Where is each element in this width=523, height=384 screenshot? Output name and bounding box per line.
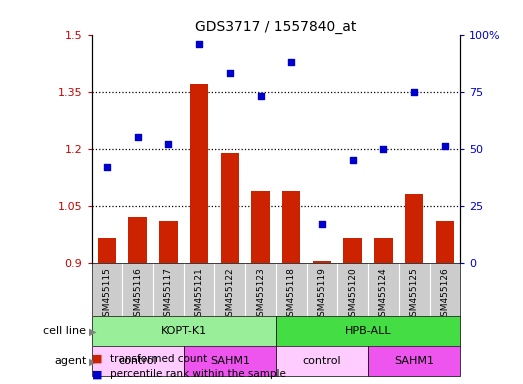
- Bar: [405, 194, 424, 263]
- Bar: [368, 346, 460, 376]
- Bar: [344, 238, 362, 263]
- Bar: [92, 346, 184, 376]
- Bar: [221, 152, 239, 263]
- Text: ▶: ▶: [89, 356, 96, 366]
- Point: [348, 157, 357, 163]
- Text: control: control: [303, 356, 342, 366]
- Text: GSM455117: GSM455117: [164, 267, 173, 322]
- Bar: [374, 238, 393, 263]
- Text: KOPT-K1: KOPT-K1: [161, 326, 207, 336]
- Text: transformed count: transformed count: [110, 354, 207, 364]
- Text: SAHM1: SAHM1: [210, 356, 250, 366]
- Bar: [190, 84, 208, 263]
- Bar: [436, 221, 454, 263]
- Text: GSM455116: GSM455116: [133, 267, 142, 322]
- Text: GSM455124: GSM455124: [379, 267, 388, 322]
- Bar: [129, 217, 147, 263]
- Text: control: control: [118, 356, 157, 366]
- Text: GSM455125: GSM455125: [410, 267, 418, 322]
- Text: ■: ■: [92, 369, 102, 379]
- Text: percentile rank within the sample: percentile rank within the sample: [110, 369, 286, 379]
- Point: [318, 221, 326, 227]
- Bar: [282, 190, 301, 263]
- Bar: [252, 190, 270, 263]
- Point: [287, 59, 295, 65]
- Bar: [92, 316, 276, 346]
- Text: GSM455118: GSM455118: [287, 267, 295, 322]
- Point: [441, 143, 449, 149]
- Text: GSM455123: GSM455123: [256, 267, 265, 322]
- Title: GDS3717 / 1557840_at: GDS3717 / 1557840_at: [195, 20, 357, 33]
- Bar: [159, 221, 177, 263]
- Text: SAHM1: SAHM1: [394, 356, 434, 366]
- Bar: [184, 346, 276, 376]
- Text: ■: ■: [92, 354, 102, 364]
- Point: [379, 146, 388, 152]
- Point: [410, 89, 418, 95]
- Text: cell line: cell line: [43, 326, 86, 336]
- Point: [103, 164, 111, 170]
- Point: [195, 41, 203, 47]
- Bar: [313, 261, 331, 263]
- Text: GSM455120: GSM455120: [348, 267, 357, 322]
- Text: GSM455121: GSM455121: [195, 267, 203, 322]
- Point: [133, 134, 142, 141]
- Text: HPB-ALL: HPB-ALL: [345, 326, 391, 336]
- Text: GSM455115: GSM455115: [103, 267, 111, 322]
- Bar: [276, 316, 460, 346]
- Bar: [98, 238, 116, 263]
- Point: [164, 141, 173, 147]
- Bar: [276, 346, 368, 376]
- Text: ▶: ▶: [89, 326, 96, 336]
- Point: [225, 70, 234, 76]
- Text: agent: agent: [54, 356, 86, 366]
- Text: GSM455122: GSM455122: [225, 267, 234, 322]
- Text: GSM455126: GSM455126: [440, 267, 449, 322]
- Point: [256, 93, 265, 99]
- Text: GSM455119: GSM455119: [317, 267, 326, 322]
